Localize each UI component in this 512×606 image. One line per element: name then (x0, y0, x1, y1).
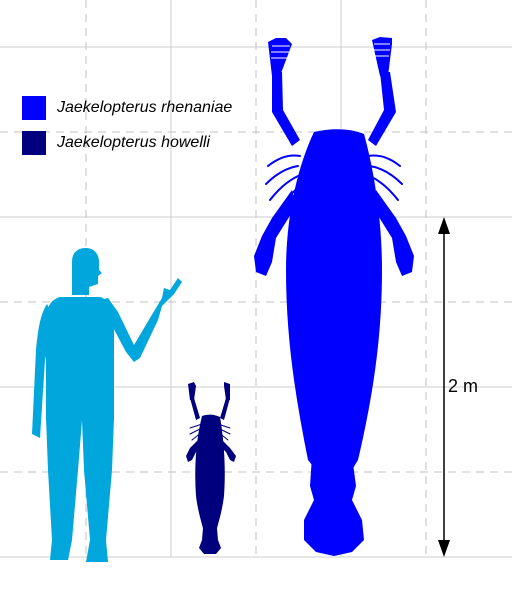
scale-bar (438, 217, 450, 557)
scale-bar-label: 2 m (448, 376, 479, 396)
legend-swatch-howelli (22, 131, 46, 155)
jaekelopterus-rhenaniae-legs (265, 154, 403, 213)
human-silhouette (32, 248, 182, 562)
jaekelopterus-howelli-silhouette (186, 382, 236, 554)
jaekelopterus-howelli-legs (189, 423, 231, 441)
legend-item-rhenaniae: Jaekelopterus rhenaniae (22, 96, 232, 120)
jaekelopterus-rhenaniae-silhouette (254, 37, 414, 556)
legend-swatch-rhenaniae (22, 96, 46, 120)
jaekelopterus-rhenaniae-claw-teeth (271, 43, 390, 59)
legend-item-howelli: Jaekelopterus howelli (22, 131, 210, 155)
legend-label-howelli: Jaekelopterus howelli (57, 134, 210, 151)
legend-label-rhenaniae: Jaekelopterus rhenaniae (57, 99, 233, 116)
